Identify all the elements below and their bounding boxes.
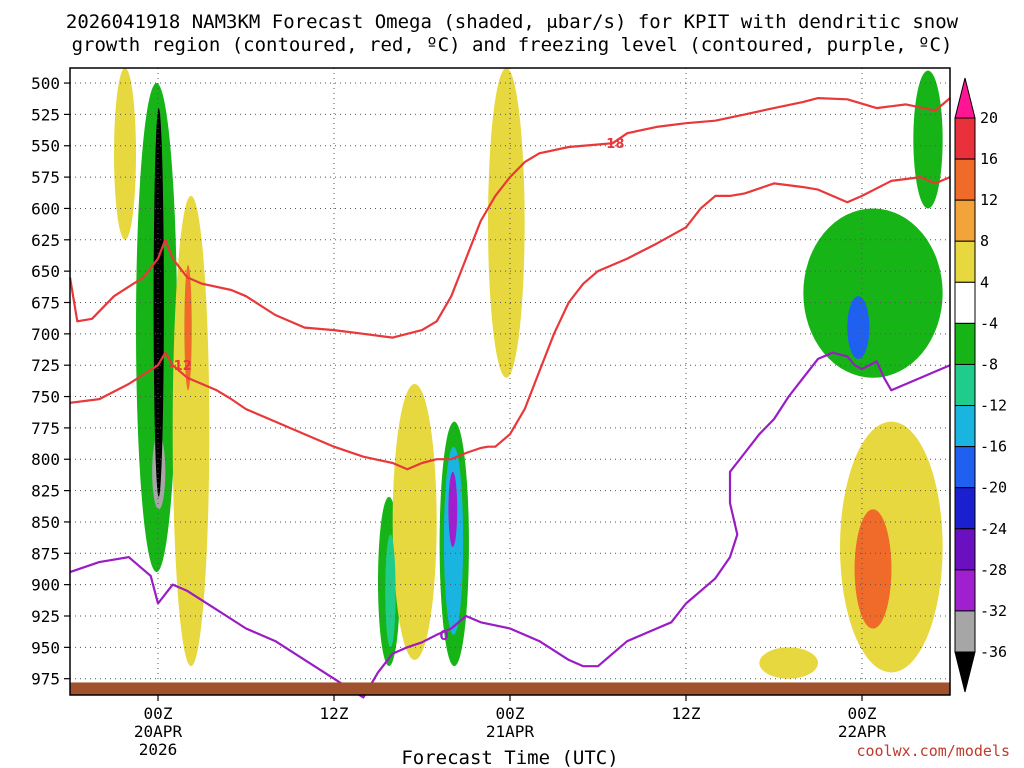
y-tick-label-625: 625	[31, 231, 60, 250]
colorbar-label-6: -8	[980, 355, 998, 373]
omega-neg-blue-5-core	[847, 296, 870, 359]
y-tick-label-775: 775	[31, 419, 60, 438]
colorbar-label-13: -36	[980, 643, 1007, 661]
colorbar-label-8: -16	[980, 438, 1007, 456]
omega-pos-yellow-4	[488, 68, 525, 378]
colorbar-label-0: 20	[980, 109, 998, 127]
x-tick-label-0-3: 2026	[139, 740, 178, 759]
grid-lines	[70, 68, 950, 695]
omega-pos-yellow-3	[392, 384, 437, 660]
colorbar-segment-12	[954, 569, 976, 612]
colorbar-segment-13	[954, 610, 976, 653]
colorbar-label-1: 16	[980, 150, 998, 168]
chart-title-line2: growth region (contoured, red, ºC) and f…	[72, 34, 953, 56]
dgz-18-upper-label: -18	[601, 137, 625, 152]
dgz-18-upper-line	[68, 97, 951, 339]
omega-pos-yellow-1	[172, 195, 210, 667]
x-tick-label-48-2: 22APR	[838, 722, 887, 741]
colorbar-label-3: 8	[980, 232, 989, 250]
x-tick-label-24-2: 21APR	[486, 722, 535, 741]
colorbar-label-2: 12	[980, 191, 998, 209]
colorbar-segment-3	[954, 199, 976, 242]
colorbar-segment-1	[954, 117, 976, 160]
freezing-0-label: 0	[439, 629, 448, 644]
contour-lines: -18 -12 0	[68, 97, 951, 699]
omega-neg-core-core	[153, 108, 164, 497]
omega-shading	[114, 68, 943, 679]
y-tick-label-850: 850	[31, 513, 60, 532]
colorbar-segment-2	[954, 158, 976, 201]
y-tick-label-575: 575	[31, 168, 60, 187]
colorbar-bottom-triangle	[954, 651, 976, 693]
y-tick-label-925: 925	[31, 607, 60, 626]
x-tick-label-48-1: 00Z	[848, 704, 877, 723]
omega-pos-orange-5-core	[854, 509, 892, 629]
y-tick-label-875: 875	[31, 544, 60, 563]
omega-neg-green-5	[913, 70, 943, 209]
site-credit: coolwx.com/models	[856, 742, 1010, 760]
dgz-12-lower-line	[69, 176, 951, 471]
y-tick-label-800: 800	[31, 450, 60, 469]
chart-title-line1: 2026041918 NAM3KM Forecast Omega (shaded…	[66, 11, 959, 33]
colorbar-segment-11	[954, 528, 976, 571]
y-tick-label-700: 700	[31, 325, 60, 344]
y-tick-label-975: 975	[31, 670, 60, 689]
y-tick-label-525: 525	[31, 105, 60, 124]
colorbar-label-11: -28	[980, 561, 1007, 579]
y-tick-label-900: 900	[31, 576, 60, 595]
colorbar-label-9: -20	[980, 479, 1007, 497]
colorbar-segment-8	[954, 405, 976, 448]
colorbar-segment-6	[954, 322, 976, 365]
x-tick-label-0-2: 20APR	[134, 722, 183, 741]
ground-fill	[70, 682, 950, 695]
omega-neg-teal-2-core	[385, 534, 396, 648]
colorbar: 20 16 12 8 4 -4 -8 -12 -16 -20 -24 -28 -32 -36	[954, 77, 1007, 693]
x-axis-title: Forecast Time (UTC)	[401, 747, 618, 768]
y-tick-label-600: 600	[31, 199, 60, 218]
y-tick-label-500: 500	[31, 74, 60, 93]
colorbar-label-12: -32	[980, 602, 1007, 620]
colorbar-segment-5	[954, 281, 976, 324]
y-tick-label-675: 675	[31, 293, 60, 312]
y-tick-label-950: 950	[31, 638, 60, 657]
omega-neg-green-4	[803, 208, 943, 378]
dgz-12-lower-label: -12	[168, 359, 192, 374]
x-tick-label-12-1: 12Z	[320, 704, 349, 723]
y-tick-label-650: 650	[31, 262, 60, 281]
colorbar-label-4: 4	[980, 273, 989, 291]
colorbar-segment-7	[954, 363, 976, 407]
x-tick-label-24-1: 00Z	[496, 704, 525, 723]
colorbar-segment-9	[954, 446, 976, 489]
y-tick-label-750: 750	[31, 388, 60, 407]
x-tick-label-0-1: 00Z	[144, 704, 173, 723]
freezing-0-line	[69, 351, 951, 699]
x-tick-label-36-1: 12Z	[672, 704, 701, 723]
omega-pos-yellow-2	[114, 68, 136, 240]
omega-neg-purple-3-core	[448, 471, 458, 548]
y-tick-label-825: 825	[31, 482, 60, 501]
omega-pos-orange-1-core	[184, 264, 192, 391]
colorbar-segment-10	[954, 487, 976, 530]
y-tick-label-725: 725	[31, 356, 60, 375]
y-tick-label-550: 550	[31, 137, 60, 156]
colorbar-segment-4	[954, 240, 976, 283]
y-axis: 500 525 550 575 600 625 650 675 700 725 750 775 800 8…	[31, 74, 70, 689]
ground-layer	[70, 682, 950, 695]
colorbar-label-7: -12	[980, 397, 1007, 415]
colorbar-label-10: -24	[980, 520, 1007, 538]
omega-pos-yellow-6	[759, 647, 819, 679]
colorbar-label-5: -4	[980, 314, 998, 332]
